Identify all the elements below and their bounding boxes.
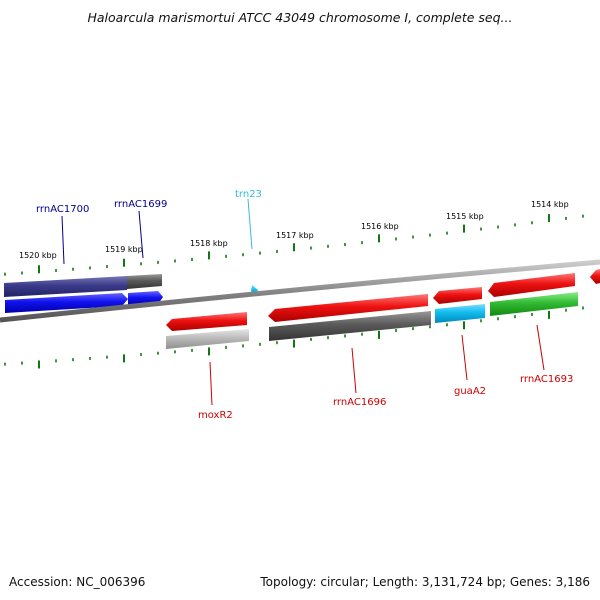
- accession-text: Accession: NC_006396: [9, 575, 146, 589]
- forward-features: [4, 274, 258, 313]
- tick-label-1515: 1515 kbp: [446, 212, 484, 221]
- tick-label-1520: 1520 kbp: [19, 251, 57, 260]
- label-rrnAC1696[interactable]: rrnAC1696: [333, 397, 386, 408]
- label-rrnAC1693[interactable]: rrnAC1693: [520, 374, 573, 385]
- label-guaA2[interactable]: guaA2: [454, 386, 486, 397]
- tick-label-1514: 1514 kbp: [531, 200, 569, 209]
- tick-label-1519: 1519 kbp: [105, 245, 143, 254]
- topology-summary: Topology: circular; Length: 3,131,724 bp…: [260, 575, 590, 589]
- reverse-features: [166, 269, 600, 349]
- gene-moxR2-red[interactable]: [166, 312, 247, 331]
- gene-rrnAC1700-upper[interactable]: [4, 276, 127, 297]
- tick-label-1516: 1516 kbp: [361, 222, 399, 231]
- gene-guaA2-cyan[interactable]: [435, 304, 485, 323]
- gene-rrnAC1700-blue[interactable]: [5, 293, 128, 313]
- gene-rrnAC1696-red[interactable]: [268, 294, 428, 322]
- gene-rrnAC1693-red[interactable]: [488, 273, 575, 297]
- gene-rrnAC1696-gray[interactable]: [269, 311, 431, 341]
- label-moxR2[interactable]: moxR2: [198, 410, 233, 421]
- genome-backbone: [0, 259, 600, 323]
- gene-rrnAC1699-upper[interactable]: [127, 274, 162, 289]
- inner-tick-marks: [4, 306, 584, 369]
- outer-tick-marks: [4, 214, 584, 276]
- gene-partial-red[interactable]: [590, 269, 600, 284]
- tick-label-1517: 1517 kbp: [276, 231, 314, 240]
- label-rrnAC1700[interactable]: rrnAC1700: [36, 204, 89, 215]
- label-trn23[interactable]: trn23: [235, 189, 262, 200]
- gene-rrnAC1693-green[interactable]: [490, 292, 578, 316]
- gene-moxR2-gray[interactable]: [166, 329, 249, 349]
- gene-guaA2-red[interactable]: [433, 287, 482, 304]
- label-leader-lines: [61, 198, 545, 406]
- label-rrnAC1699[interactable]: rrnAC1699: [114, 199, 167, 210]
- tick-label-1518: 1518 kbp: [190, 239, 228, 248]
- map-title: Haloarcula marismortui ATCC 43049 chromo…: [87, 10, 513, 25]
